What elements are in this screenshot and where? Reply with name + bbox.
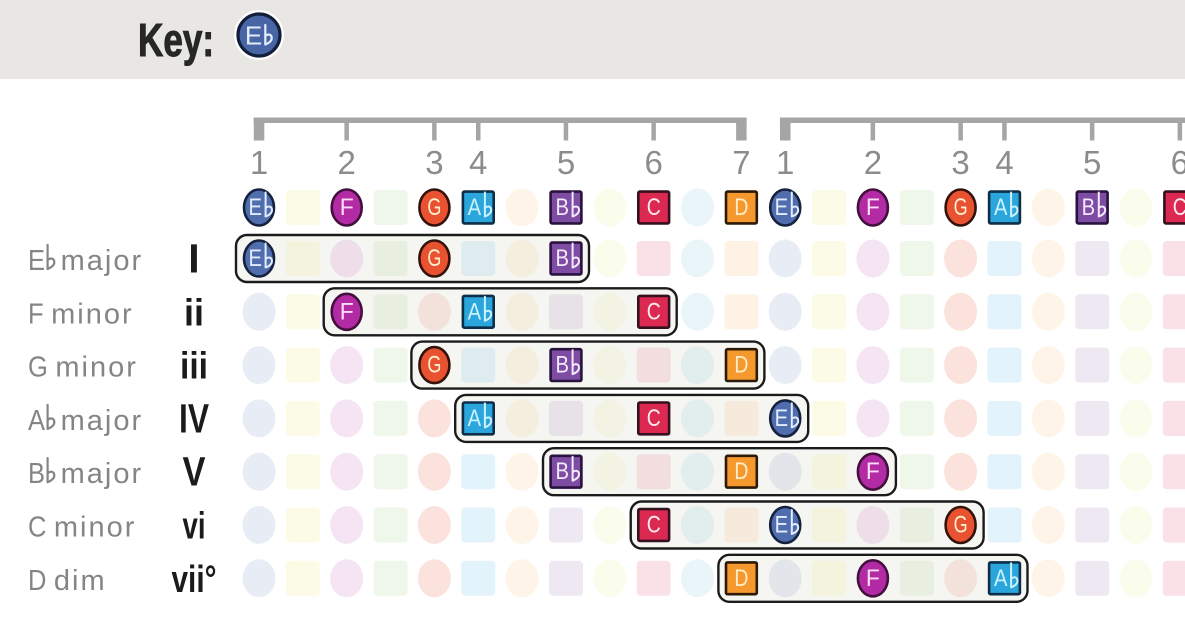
svg-text:Key:: Key:: [138, 14, 214, 66]
svg-text:F: F: [340, 194, 354, 221]
svg-text:vii°: vii°: [172, 559, 217, 601]
svg-text:7: 7: [732, 144, 750, 181]
svg-text:F: F: [866, 194, 880, 221]
svg-text:F: F: [866, 565, 880, 592]
svg-text:IV: IV: [179, 395, 209, 441]
svg-text:E: E: [248, 194, 262, 221]
svg-text:4: 4: [995, 144, 1013, 181]
svg-text:major: major: [61, 405, 144, 437]
svg-text:G: G: [427, 245, 441, 272]
svg-text:iii: iii: [180, 346, 208, 388]
svg-text:1: 1: [250, 144, 268, 181]
svg-text:ii: ii: [184, 292, 204, 334]
svg-text:A: A: [468, 194, 482, 221]
svg-text:B: B: [555, 352, 569, 379]
svg-text:major: major: [61, 458, 144, 490]
svg-text:F: F: [866, 458, 880, 485]
svg-text:5: 5: [557, 144, 575, 181]
svg-text:I: I: [188, 236, 199, 282]
svg-text:6: 6: [645, 144, 663, 181]
svg-text:5: 5: [1083, 144, 1101, 181]
svg-text:B: B: [1082, 194, 1096, 221]
svg-text:C: C: [647, 512, 661, 539]
svg-text:minor: minor: [54, 512, 137, 544]
svg-text:2: 2: [338, 144, 356, 181]
svg-text:C: C: [1173, 194, 1185, 221]
svg-text:vi: vi: [183, 506, 206, 548]
svg-text:major: major: [61, 245, 144, 277]
svg-text:4: 4: [469, 144, 487, 181]
svg-text:C: C: [647, 405, 661, 432]
svg-text:G: G: [954, 194, 968, 221]
svg-text:B: B: [555, 194, 569, 221]
svg-text:minor: minor: [51, 298, 134, 330]
svg-text:A: A: [994, 565, 1008, 592]
svg-text:D: D: [734, 458, 748, 485]
svg-text:3: 3: [425, 144, 443, 181]
svg-text:G: G: [427, 194, 441, 221]
svg-text:G: G: [427, 352, 441, 379]
svg-text:B: B: [555, 245, 569, 272]
svg-text:D: D: [734, 352, 748, 379]
svg-text:A: A: [468, 298, 482, 325]
svg-text:V: V: [183, 449, 207, 495]
svg-text:E: E: [248, 245, 262, 272]
svg-text:D: D: [734, 565, 748, 592]
svg-text:dim: dim: [54, 565, 107, 597]
svg-text:G: G: [28, 350, 48, 383]
svg-text:G: G: [954, 512, 968, 539]
svg-text:B: B: [555, 458, 569, 485]
svg-text:1: 1: [776, 144, 794, 181]
svg-text:E: E: [245, 21, 262, 51]
svg-text:B: B: [28, 457, 45, 490]
svg-text:minor: minor: [55, 352, 138, 384]
svg-text:C: C: [28, 510, 46, 543]
svg-text:A: A: [468, 405, 482, 432]
svg-text:F: F: [340, 298, 354, 325]
svg-text:6: 6: [1171, 144, 1185, 181]
svg-text:3: 3: [951, 144, 969, 181]
svg-text:C: C: [647, 194, 661, 221]
svg-text:E: E: [775, 512, 789, 539]
svg-text:E: E: [775, 405, 789, 432]
svg-text:A: A: [28, 403, 46, 436]
svg-text:F: F: [28, 297, 44, 330]
svg-text:D: D: [28, 563, 46, 596]
svg-text:E: E: [775, 194, 789, 221]
svg-text:2: 2: [864, 144, 882, 181]
svg-text:D: D: [734, 194, 748, 221]
svg-text:C: C: [647, 298, 661, 325]
svg-text:A: A: [994, 194, 1008, 221]
svg-text:E: E: [28, 243, 45, 276]
